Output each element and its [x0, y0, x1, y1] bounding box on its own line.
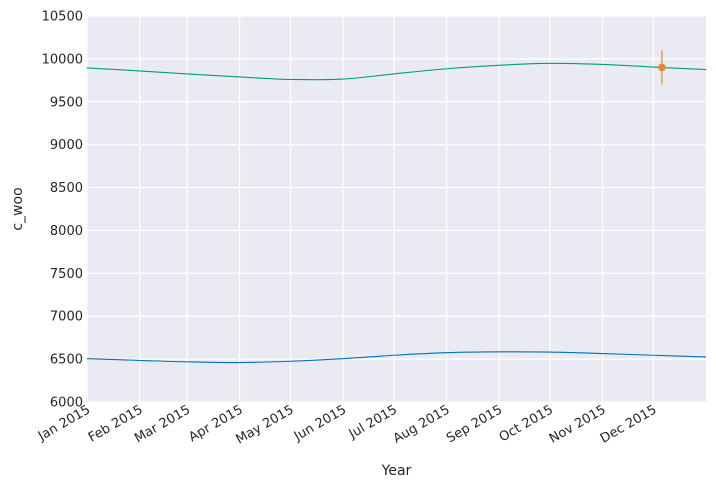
y-tick-label: 8000	[50, 224, 83, 239]
y-tick-label: 8500	[50, 181, 83, 196]
observation-point	[658, 50, 666, 85]
x-tick-label: Dec 2015	[598, 402, 660, 446]
x-tick-label: May 2015	[234, 402, 297, 447]
series-line-1	[86, 62, 707, 81]
y-tick-label: 6500	[50, 353, 83, 368]
x-tick-label: Nov 2015	[547, 402, 609, 446]
y-tick-label: 7500	[50, 267, 83, 282]
y-tick-label: 6000	[50, 396, 83, 411]
y-tick-label: 9500	[50, 95, 83, 110]
gridlines	[86, 15, 706, 403]
x-tick-label: Aug 2015	[391, 402, 453, 446]
series-lines	[86, 62, 707, 364]
y-tick-label: 7000	[50, 310, 83, 325]
x-tick-label: Jun 2015	[291, 402, 349, 444]
y-axis-label: c_woo	[10, 187, 26, 230]
observation-marker	[658, 63, 666, 72]
x-axis-label: Year	[381, 463, 412, 479]
y-tick-label: 10500	[42, 10, 83, 25]
y-axis-ticks: 6000 6500 7000 7500 8000 8500 9000 9500 10000 105…	[42, 10, 83, 411]
y-tick-label: 10000	[42, 52, 83, 67]
x-tick-label: Sep 2015	[444, 402, 505, 446]
y-tick-label: 9000	[50, 138, 83, 153]
x-tick-label: Oct 2015	[497, 402, 556, 445]
series-line-0	[86, 351, 707, 364]
